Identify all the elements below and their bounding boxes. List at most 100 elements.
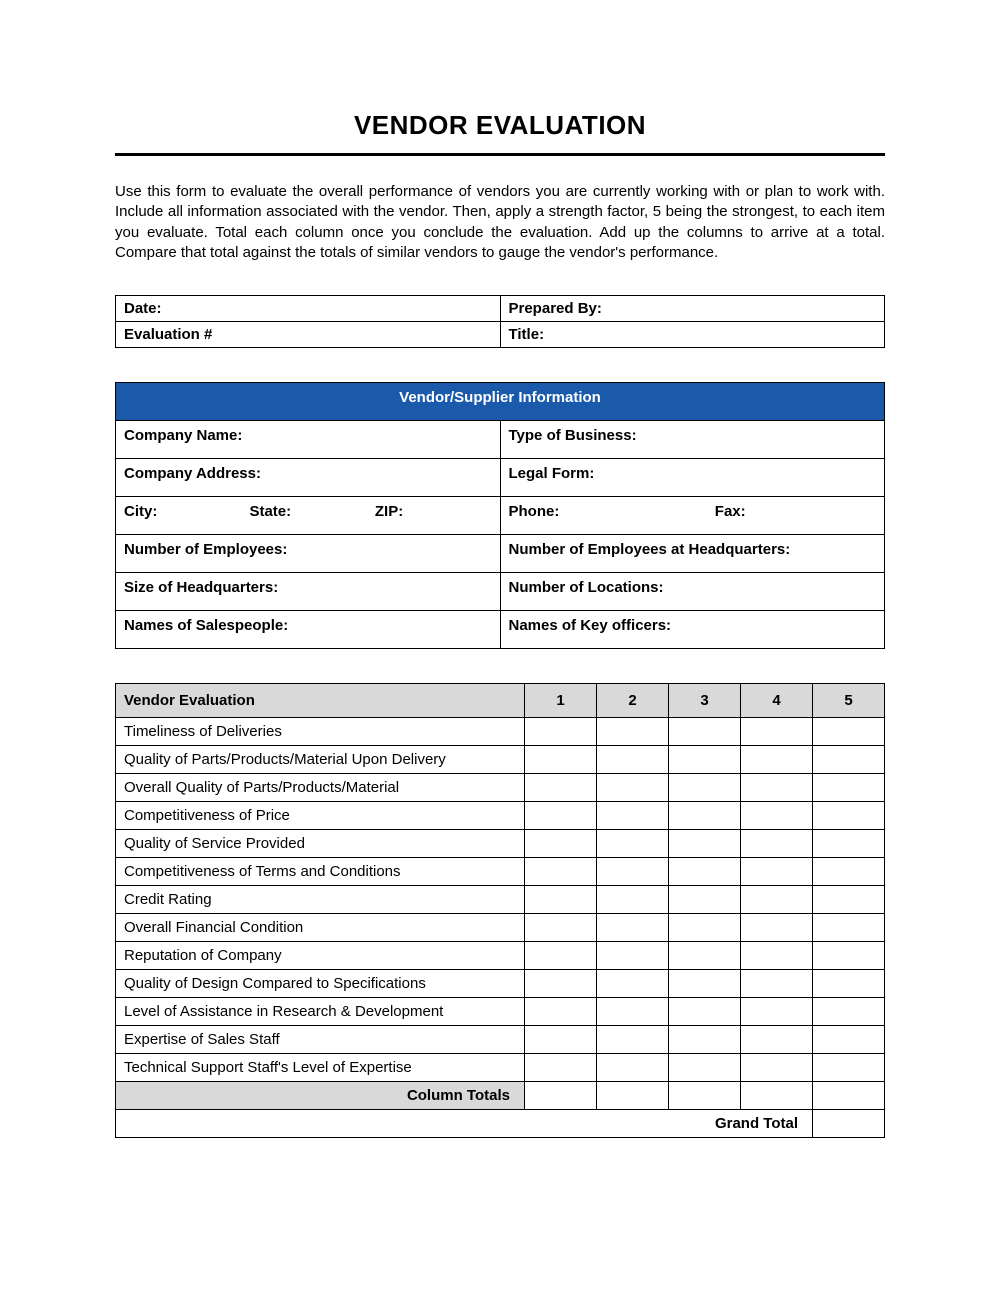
score-cell[interactable] — [669, 998, 741, 1026]
score-cell[interactable] — [741, 746, 813, 774]
size-hq-label: Size of Headquarters: — [116, 573, 501, 611]
score-cell[interactable] — [741, 830, 813, 858]
score-cell[interactable] — [597, 914, 669, 942]
intro-paragraph: Use this form to evaluate the overall pe… — [115, 182, 885, 263]
score-header-1: 1 — [525, 684, 597, 718]
score-cell[interactable] — [597, 774, 669, 802]
meta-table: Date: Prepared By: Evaluation # Title: — [115, 295, 885, 348]
score-cell[interactable] — [525, 802, 597, 830]
score-cell[interactable] — [669, 802, 741, 830]
evaluation-number-label: Evaluation # — [116, 322, 501, 348]
score-cell[interactable] — [669, 774, 741, 802]
score-cell[interactable] — [525, 774, 597, 802]
score-cell[interactable] — [525, 1054, 597, 1082]
score-cell[interactable] — [525, 998, 597, 1026]
score-cell[interactable] — [813, 998, 885, 1026]
table-row: Timeliness of Deliveries — [116, 718, 885, 746]
score-cell[interactable] — [813, 718, 885, 746]
eval-item-label: Technical Support Staff's Level of Exper… — [116, 1054, 525, 1082]
table-row: Competitiveness of Terms and Conditions — [116, 858, 885, 886]
score-cell[interactable] — [813, 802, 885, 830]
score-cell[interactable] — [669, 914, 741, 942]
score-cell[interactable] — [669, 942, 741, 970]
score-cell[interactable] — [669, 886, 741, 914]
grand-total-cell — [813, 1110, 885, 1138]
table-row: Evaluation # Title: — [116, 322, 885, 348]
score-cell[interactable] — [741, 774, 813, 802]
score-cell[interactable] — [813, 1026, 885, 1054]
score-cell[interactable] — [741, 802, 813, 830]
score-cell[interactable] — [525, 830, 597, 858]
city-label: City: — [124, 503, 245, 520]
phone-fax-cell: Phone: Fax: — [500, 497, 885, 535]
score-cell[interactable] — [741, 942, 813, 970]
score-cell[interactable] — [669, 830, 741, 858]
score-cell[interactable] — [813, 1054, 885, 1082]
eval-item-label: Competitiveness of Price — [116, 802, 525, 830]
score-cell[interactable] — [813, 942, 885, 970]
names-salespeople-label: Names of Salespeople: — [116, 611, 501, 649]
score-cell[interactable] — [669, 858, 741, 886]
score-cell[interactable] — [669, 746, 741, 774]
grand-total-row: Grand Total — [116, 1110, 885, 1138]
table-row: Level of Assistance in Research & Develo… — [116, 998, 885, 1026]
fax-label: Fax: — [715, 503, 746, 520]
score-cell[interactable] — [597, 886, 669, 914]
score-cell[interactable] — [813, 858, 885, 886]
score-cell[interactable] — [741, 970, 813, 998]
score-cell[interactable] — [597, 1054, 669, 1082]
score-cell[interactable] — [525, 914, 597, 942]
score-cell[interactable] — [669, 1054, 741, 1082]
score-cell[interactable] — [741, 718, 813, 746]
score-cell[interactable] — [741, 1026, 813, 1054]
num-employees-hq-label: Number of Employees at Headquarters: — [500, 535, 885, 573]
score-cell[interactable] — [813, 970, 885, 998]
eval-item-label: Quality of Service Provided — [116, 830, 525, 858]
score-cell[interactable] — [597, 970, 669, 998]
num-locations-label: Number of Locations: — [500, 573, 885, 611]
score-cell[interactable] — [597, 942, 669, 970]
score-cell[interactable] — [525, 942, 597, 970]
column-total-cell — [741, 1082, 813, 1110]
score-cell[interactable] — [525, 718, 597, 746]
score-cell[interactable] — [525, 746, 597, 774]
score-cell[interactable] — [741, 858, 813, 886]
num-employees-label: Number of Employees: — [116, 535, 501, 573]
score-cell[interactable] — [597, 746, 669, 774]
score-cell[interactable] — [669, 1026, 741, 1054]
vendor-info-header: Vendor/Supplier Information — [116, 383, 885, 421]
company-address-label: Company Address: — [116, 459, 501, 497]
score-cell[interactable] — [669, 718, 741, 746]
score-cell[interactable] — [813, 774, 885, 802]
table-row: Competitiveness of Price — [116, 802, 885, 830]
eval-item-label: Quality of Design Compared to Specificat… — [116, 970, 525, 998]
table-row: Technical Support Staff's Level of Exper… — [116, 1054, 885, 1082]
names-key-officers-label: Names of Key officers: — [500, 611, 885, 649]
table-row: Date: Prepared By: — [116, 296, 885, 322]
score-cell[interactable] — [813, 914, 885, 942]
score-cell[interactable] — [525, 858, 597, 886]
score-cell[interactable] — [813, 830, 885, 858]
eval-item-label: Timeliness of Deliveries — [116, 718, 525, 746]
score-cell[interactable] — [741, 1054, 813, 1082]
score-cell[interactable] — [597, 1026, 669, 1054]
score-cell[interactable] — [597, 858, 669, 886]
eval-header-label: Vendor Evaluation — [116, 684, 525, 718]
score-cell[interactable] — [813, 746, 885, 774]
score-cell[interactable] — [741, 998, 813, 1026]
score-cell[interactable] — [813, 886, 885, 914]
score-cell[interactable] — [597, 802, 669, 830]
score-cell[interactable] — [525, 970, 597, 998]
score-cell[interactable] — [525, 886, 597, 914]
eval-item-label: Quality of Parts/Products/Material Upon … — [116, 746, 525, 774]
score-cell[interactable] — [597, 830, 669, 858]
state-label: State: — [249, 503, 370, 520]
score-cell[interactable] — [597, 998, 669, 1026]
score-cell[interactable] — [741, 886, 813, 914]
score-cell[interactable] — [669, 970, 741, 998]
score-cell[interactable] — [741, 914, 813, 942]
table-row: Vendor/Supplier Information — [116, 383, 885, 421]
score-cell[interactable] — [597, 718, 669, 746]
eval-item-label: Credit Rating — [116, 886, 525, 914]
score-cell[interactable] — [525, 1026, 597, 1054]
